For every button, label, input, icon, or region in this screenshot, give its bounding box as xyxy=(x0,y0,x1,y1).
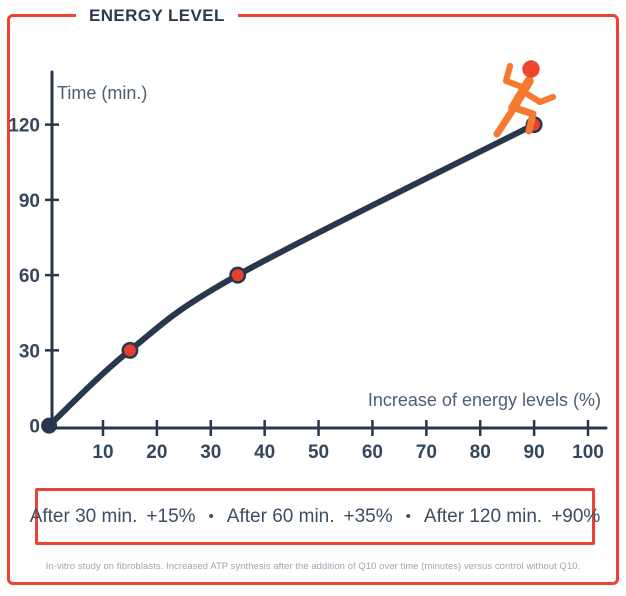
x-tick-label: 80 xyxy=(470,442,491,463)
data-point-marker xyxy=(121,341,139,359)
summary-item: After 120 min. +90% xyxy=(424,506,600,528)
y-tick-label: 120 xyxy=(8,116,40,137)
x-tick-label: 60 xyxy=(362,442,383,463)
summary-label: After 120 min. xyxy=(423,505,543,527)
summary-value: +15% xyxy=(146,505,196,527)
runner-front-leg xyxy=(508,103,537,135)
bullet-separator: • xyxy=(208,508,214,525)
y-axis-title: Time (min.) xyxy=(57,83,147,103)
y-tick-label: 90 xyxy=(19,191,40,212)
x-tick-label: 100 xyxy=(572,442,604,463)
runner-head xyxy=(522,60,540,78)
runner-back-arm xyxy=(502,62,529,92)
summary-label: After 60 min. xyxy=(226,505,335,527)
summary-box: After 30 min. +15% • After 60 min. +35% … xyxy=(30,488,600,545)
energy-curve xyxy=(46,121,538,429)
x-tick-label: 50 xyxy=(308,442,329,463)
x-tick-label: 90 xyxy=(524,442,545,463)
runner-torso xyxy=(508,76,534,113)
x-tick-label: 20 xyxy=(146,442,167,463)
x-axis-title: Increase of energy levels (%) xyxy=(368,390,601,410)
y-tick-label: 60 xyxy=(19,266,40,287)
runner-front-arm xyxy=(520,88,557,106)
summary-label: After 30 min. xyxy=(29,505,138,527)
x-tick-label: 70 xyxy=(416,442,437,463)
plot-area: 10 20 30 40 50 60 70 80 90 100 0 30 60 90 120 xyxy=(8,70,608,463)
x-tick-label: 10 xyxy=(92,442,113,463)
summary-value: +90% xyxy=(551,505,601,527)
outer-frame xyxy=(7,14,619,585)
summary-item: After 60 min. +35% xyxy=(227,506,393,528)
summary-item: After 30 min. +15% xyxy=(30,506,196,528)
origin-marker xyxy=(41,417,58,434)
footnote: In-vitro study on fibroblasts. Increased… xyxy=(45,560,581,571)
x-tick-label: 30 xyxy=(200,442,221,463)
page-title: ENERGY LEVEL xyxy=(76,4,238,27)
bullet-separator: • xyxy=(405,508,411,525)
summary-value: +35% xyxy=(343,505,393,527)
y-tick-label: 30 xyxy=(19,341,40,362)
runner-icon xyxy=(493,60,557,138)
data-point-marker xyxy=(229,266,247,284)
x-tick-label: 40 xyxy=(254,442,275,463)
y-tick-label: 0 xyxy=(29,417,40,438)
